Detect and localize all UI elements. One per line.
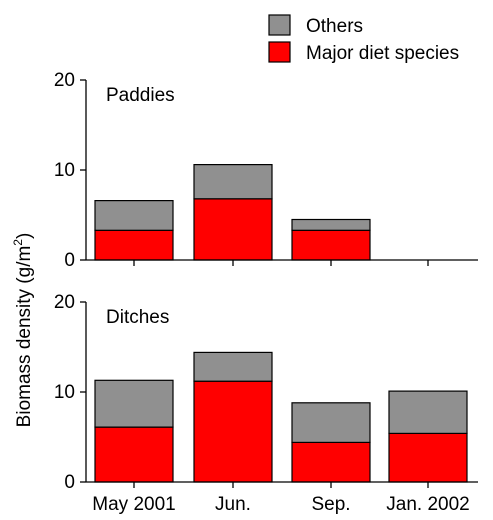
bars-ditches bbox=[94, 351, 468, 483]
legend-swatch-others bbox=[268, 14, 291, 36]
y-axis-label-superscript: 2 bbox=[11, 239, 25, 246]
bar-ditches-jan-2002-others bbox=[388, 390, 468, 435]
bar-ditches-may-2001-others bbox=[94, 379, 174, 428]
legend-label-major-diet-species: Major diet species bbox=[306, 43, 459, 64]
bar-paddies-sep-major-diet-species bbox=[291, 229, 371, 261]
panel-ditches: Ditches 0 10 20 bbox=[54, 292, 478, 493]
legend-swatch-major-diet-species bbox=[268, 41, 291, 63]
legend-label-others: Others bbox=[306, 16, 363, 37]
y-tick-label-ditches-10: 10 bbox=[54, 382, 75, 403]
y-axis-label-close: ) bbox=[14, 233, 35, 239]
legend: Others Major diet species bbox=[268, 14, 459, 64]
y-ticks-paddies: 0 10 20 bbox=[54, 70, 86, 271]
y-tick-label-paddies-0: 0 bbox=[64, 250, 75, 271]
bar-paddies-jun-others bbox=[193, 164, 273, 200]
x-category-labels: May 2001 Jun. Sep. Jan. 2002 bbox=[92, 494, 469, 515]
bar-ditches-jun-others bbox=[193, 351, 273, 382]
bar-ditches-jan-2002-major-diet-species bbox=[388, 432, 468, 483]
bar-ditches-sep-major-diet-species bbox=[291, 441, 371, 483]
y-tick-label-paddies-10: 10 bbox=[54, 160, 75, 181]
bar-paddies-may-2001-major-diet-species bbox=[94, 229, 174, 261]
x-ticks-ditches bbox=[133, 482, 429, 488]
y-tick-label-paddies-20: 20 bbox=[54, 70, 75, 91]
y-tick-label-ditches-20: 20 bbox=[54, 292, 75, 313]
y-axis-label: Biomass density (g/m2) bbox=[11, 233, 35, 428]
x-category-label-sep: Sep. bbox=[311, 494, 350, 515]
panel-paddies: Paddies 0 10 20 bbox=[54, 70, 478, 271]
x-category-label-jan-2002: Jan. 2002 bbox=[386, 494, 469, 515]
x-category-label-jun: Jun. bbox=[215, 494, 251, 515]
x-ticks-paddies bbox=[133, 260, 429, 266]
bar-ditches-sep-others bbox=[291, 402, 371, 443]
bar-paddies-sep-others bbox=[291, 218, 371, 231]
bar-ditches-may-2001-major-diet-species bbox=[94, 426, 174, 483]
bar-ditches-jun-major-diet-species bbox=[193, 380, 273, 483]
panel-title-paddies: Paddies bbox=[106, 85, 175, 106]
bar-paddies-jun-major-diet-species bbox=[193, 198, 273, 261]
bars-paddies bbox=[94, 164, 371, 261]
y-tick-label-ditches-0: 0 bbox=[64, 472, 75, 493]
panel-title-ditches: Ditches bbox=[106, 307, 169, 328]
y-axis-label-main: Biomass density (g/m bbox=[14, 246, 35, 428]
y-ticks-ditches: 0 10 20 bbox=[54, 292, 86, 493]
x-category-label-may-2001: May 2001 bbox=[92, 494, 175, 515]
bar-paddies-may-2001-others bbox=[94, 200, 174, 231]
